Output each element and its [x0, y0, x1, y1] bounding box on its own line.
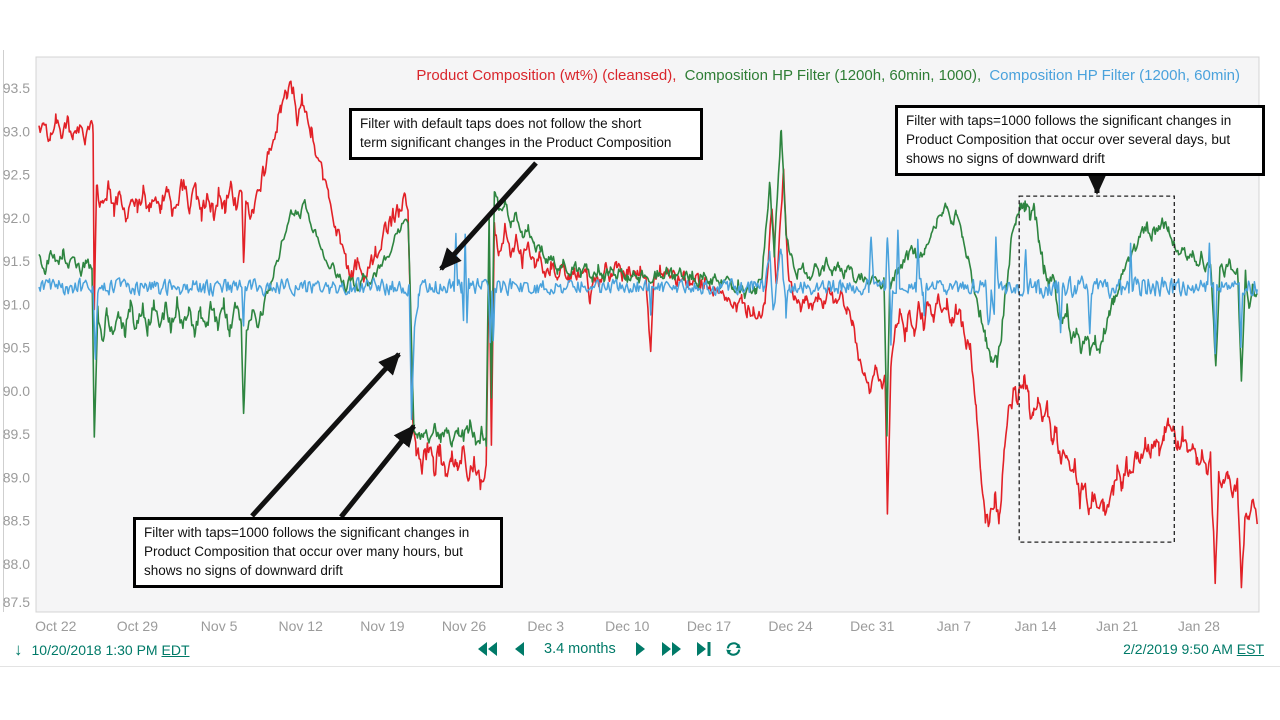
axis-ticks: 93.5 93.0 92.5 92.0 91.5 91.0 90.5 90.0 89.5 89.0…	[3, 80, 1220, 634]
y-tick-label: 88.5	[3, 513, 30, 529]
callout-arrow-default-taps	[439, 161, 538, 271]
x-tick-label: Nov 5	[201, 618, 238, 634]
y-tick-label: 90.0	[3, 383, 30, 399]
x-tick-label: Dec 17	[687, 618, 732, 634]
step-back-icon[interactable]	[512, 641, 525, 657]
highlight-region	[1018, 195, 1175, 543]
x-tick-label: Oct 29	[117, 618, 158, 634]
range-start-timezone[interactable]: EDT	[161, 641, 190, 658]
series-line-0[interactable]	[38, 80, 1258, 589]
x-tick-label: Dec 3	[527, 618, 564, 634]
annotation-taps1000-hours: Filter with taps=1000 follows the signif…	[133, 517, 503, 588]
y-tick-label: 92.5	[3, 167, 30, 183]
y-tick-label: 89.0	[3, 469, 30, 485]
x-tick-label: Dec 10	[605, 618, 650, 634]
step-forward-fast-icon[interactable]	[661, 641, 683, 657]
y-tick-label: 89.5	[3, 426, 30, 442]
y-tick-label: 90.5	[3, 340, 30, 356]
y-tick-label: 93.5	[3, 80, 30, 96]
x-tick-label: Dec 31	[850, 618, 895, 634]
x-tick-label: Jan 21	[1096, 618, 1138, 634]
series-line-2[interactable]	[38, 229, 1258, 421]
callout-arrow-taps1000-lower	[339, 424, 416, 519]
y-tick-label: 88.0	[3, 556, 30, 572]
legend-item-2[interactable]: Composition HP Filter (1200h, 60min)	[989, 67, 1240, 84]
callout-arrow-taps1000-upper	[250, 352, 401, 518]
series-line-1[interactable]	[38, 129, 1258, 448]
x-tick-label: Jan 28	[1178, 618, 1220, 634]
investigate-range-icon[interactable]: ↓	[14, 640, 23, 659]
range-end-timezone[interactable]: EST	[1236, 641, 1264, 657]
x-tick-label: Jan 14	[1015, 618, 1057, 634]
x-tick-label: Nov 26	[442, 618, 487, 634]
range-end-time: 2/2/2019 9:50 AM	[1123, 641, 1233, 657]
y-tick-label: 91.5	[3, 253, 30, 269]
range-start: 10/20/2018 1:30 PM EDT	[32, 642, 190, 658]
legend-item-0[interactable]: Product Composition (wt%) (cleansed),	[416, 67, 677, 84]
y-tick-label: 92.0	[3, 210, 30, 226]
x-tick-label: Oct 22	[35, 618, 76, 634]
y-tick-label: 87.5	[3, 594, 30, 610]
y-tick-label: 91.0	[3, 296, 30, 312]
x-tick-label: Nov 12	[279, 618, 324, 634]
annotation-taps1000-days: Filter with taps=1000 follows the signif…	[895, 105, 1265, 176]
refresh-icon[interactable]	[725, 641, 742, 657]
x-tick-label: Jan 7	[937, 618, 971, 634]
step-back-fast-icon[interactable]	[477, 641, 499, 657]
step-forward-icon[interactable]	[635, 641, 648, 657]
x-tick-label: Nov 19	[360, 618, 405, 634]
toolbar-divider	[0, 666, 1280, 667]
range-end: 2/2/2019 9:50 AM EST	[1123, 641, 1264, 657]
chart-legend: Product Composition (wt%) (cleansed), Co…	[416, 67, 1244, 84]
x-tick-label: Dec 24	[768, 618, 813, 634]
duration-label[interactable]: 3.4 months	[544, 641, 616, 657]
range-start-time: 10/20/2018 1:30 PM	[31, 641, 158, 658]
time-range-toolbar: ↓ 10/20/2018 1:30 PM EDT 3.4 months	[0, 639, 1280, 666]
legend-item-1[interactable]: Composition HP Filter (1200h, 60min, 100…	[684, 67, 982, 84]
annotation-default-taps: Filter with default taps does not follow…	[349, 108, 703, 160]
y-tick-label: 93.0	[3, 123, 30, 139]
skip-to-now-icon[interactable]	[696, 641, 712, 657]
